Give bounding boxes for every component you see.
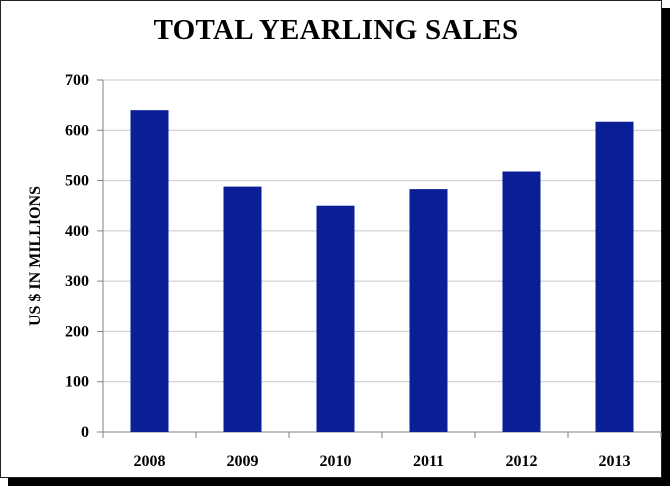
bar-2008	[130, 110, 169, 433]
y-tick-label: 600	[65, 122, 89, 139]
x-tick-label: 2008	[134, 453, 166, 470]
y-tick-label: 400	[65, 223, 89, 240]
chart-title: TOTAL YEARLING SALES	[153, 14, 519, 46]
y-tick-label: 0	[81, 424, 89, 441]
x-tick-label: 2011	[413, 453, 444, 470]
bar-2013	[595, 121, 634, 432]
bar-2009	[223, 186, 262, 432]
frame-shadow-right	[662, 8, 670, 486]
x-tick-label: 2012	[506, 453, 538, 470]
frame-shadow-bottom	[8, 478, 670, 486]
y-tick-label: 200	[65, 323, 89, 340]
y-tick-label: 500	[65, 173, 89, 190]
y-tick-label: 700	[65, 72, 89, 89]
bar-2011	[409, 189, 448, 432]
y-tick-label: 300	[65, 273, 89, 290]
x-tick-label: 2010	[320, 453, 352, 470]
x-tick-label: 2013	[599, 453, 631, 470]
x-tick-label: 2009	[227, 453, 259, 470]
y-tick-label: 100	[65, 374, 89, 391]
bar-2010	[316, 205, 355, 432]
bar-2012	[502, 171, 541, 432]
